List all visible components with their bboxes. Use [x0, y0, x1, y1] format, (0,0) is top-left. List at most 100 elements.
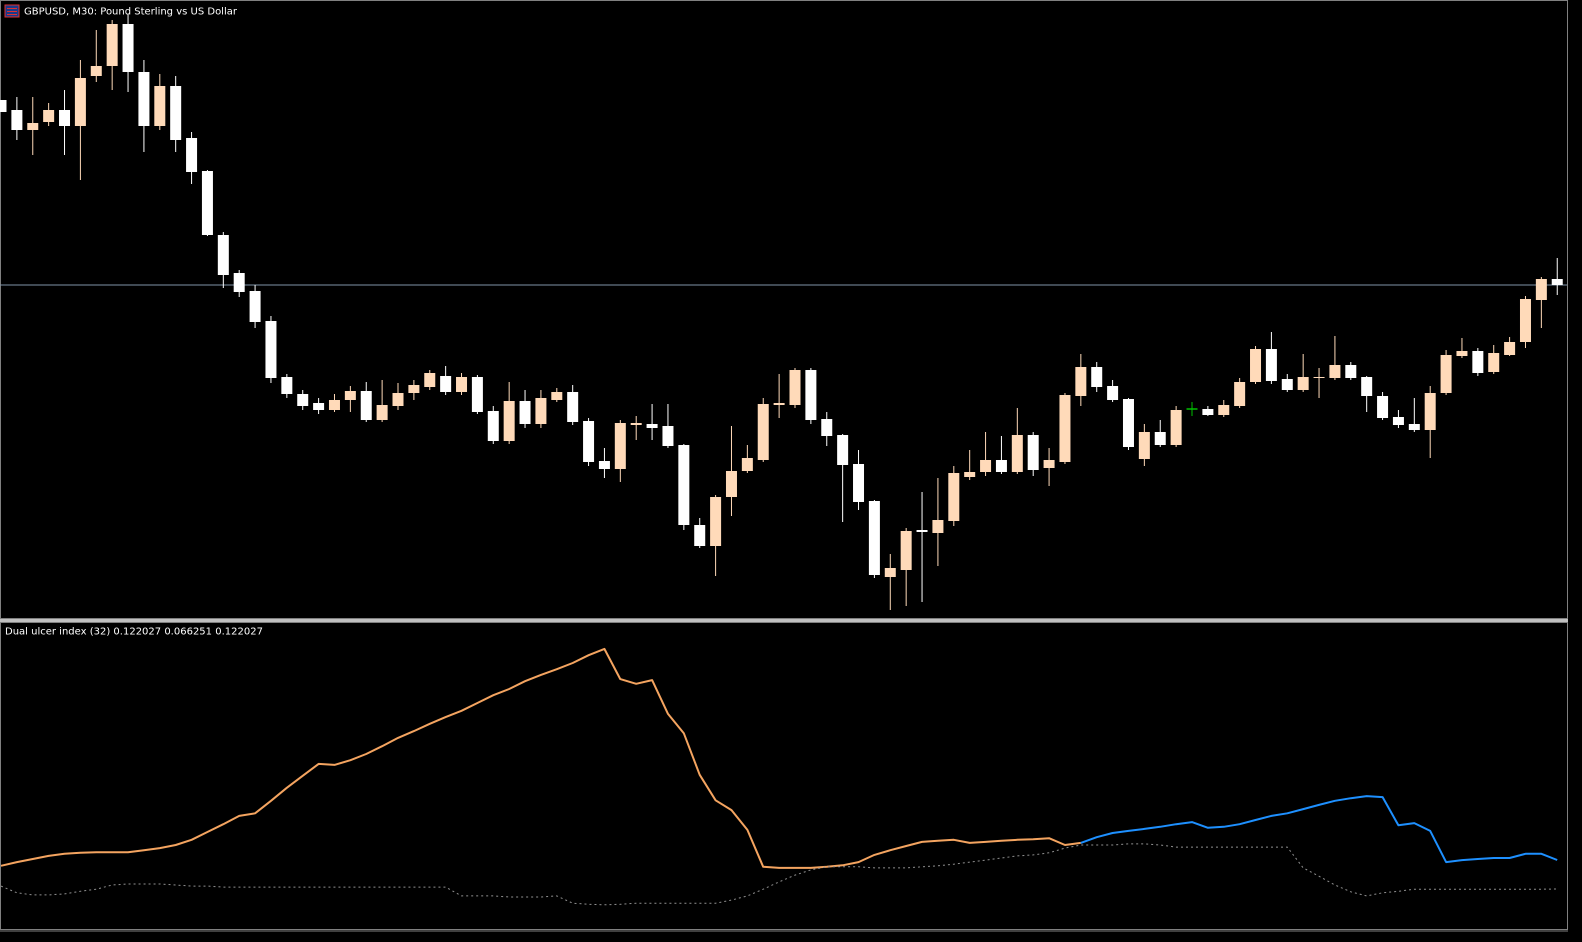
candle-body: [471, 377, 483, 412]
indicator-title: Dual ulcer index (32) 0.122027 0.066251 …: [5, 627, 263, 638]
candle-body: [1519, 299, 1531, 342]
candle-body: [551, 392, 563, 400]
candle-body: [313, 403, 325, 410]
candle-body: [598, 461, 610, 469]
candle-body: [948, 473, 960, 521]
candle-body: [900, 531, 912, 570]
candle-body: [265, 321, 277, 378]
candle-body: [805, 370, 817, 420]
candle-body: [1138, 432, 1150, 459]
candle-body: [773, 403, 785, 405]
candle-body: [122, 24, 134, 72]
candle-body: [1504, 342, 1516, 355]
candle-body: [1122, 399, 1134, 447]
candle-body: [694, 525, 706, 546]
candle-body: [916, 530, 928, 532]
candle-body: [1075, 367, 1087, 396]
candle-body: [59, 110, 71, 126]
candle-body: [503, 401, 515, 441]
indicator-line: [0, 647, 1081, 869]
candle-body: [868, 501, 880, 575]
candle-body: [757, 404, 769, 460]
candle-body: [1202, 409, 1214, 415]
candle-body: [821, 419, 833, 436]
price-pane-border: [0, 0, 1568, 619]
candle-body: [1027, 435, 1039, 470]
candle-body: [1535, 279, 1547, 300]
candle-body: [249, 291, 261, 322]
candle-body: [932, 520, 944, 533]
indicator-line: [1080, 795, 1558, 864]
candle-body: [853, 464, 865, 502]
candle-body: [201, 171, 213, 235]
candle-body: [980, 460, 992, 472]
candle-body: [1456, 351, 1468, 356]
candle-body: [170, 86, 182, 140]
candle-body: [154, 86, 166, 126]
candle-body: [1472, 351, 1484, 373]
candle-body: [1234, 382, 1246, 406]
candle-body: [424, 373, 436, 387]
candle-body: [0, 100, 7, 112]
pane-separator: [0, 619, 1568, 622]
candle-body: [90, 66, 102, 76]
candle-body: [1043, 460, 1055, 468]
candle-body: [567, 392, 579, 422]
candle-body: [11, 110, 23, 130]
candle-body: [1250, 349, 1262, 382]
candle-body: [630, 423, 642, 425]
candle-body: [741, 458, 753, 471]
candle-body: [328, 400, 340, 410]
candle-body: [583, 421, 595, 462]
candle-body: [519, 401, 531, 424]
candle-body: [1361, 377, 1373, 396]
candle-body: [646, 424, 658, 428]
candle-body: [217, 235, 229, 275]
candle-body: [1440, 355, 1452, 393]
symbol-icon: [4, 4, 20, 18]
candle-body: [535, 398, 547, 424]
candle-body: [678, 445, 690, 525]
candle-body: [376, 405, 388, 420]
candle-body: [1329, 365, 1341, 378]
candle-body: [837, 435, 849, 465]
candle-body: [1154, 432, 1166, 445]
candle-body: [1170, 410, 1182, 445]
candle-body: [789, 370, 801, 405]
candle-body: [710, 497, 722, 546]
candle-body: [995, 460, 1007, 472]
candle-body: [456, 377, 468, 392]
candle-body: [138, 72, 150, 126]
candle-body: [1377, 396, 1389, 418]
candle-body: [1265, 349, 1277, 381]
candle-body: [74, 78, 86, 126]
candle-body: [43, 110, 55, 122]
chart-title: GBPUSD, M30: Pound Sterling vs US Dollar: [24, 7, 238, 18]
candle-body: [1551, 279, 1563, 285]
candle-body: [392, 393, 404, 406]
candle-body: [1059, 395, 1071, 462]
candle-body: [186, 138, 198, 172]
indicator-pane-border: [0, 622, 1568, 930]
candle-body: [1392, 417, 1404, 425]
candle-body: [27, 123, 39, 130]
candle-body: [1424, 393, 1436, 430]
candle-body: [408, 385, 420, 393]
candle-body: [344, 391, 356, 400]
candle-body: [964, 472, 976, 477]
candle-body: [614, 423, 626, 469]
candle-body: [1345, 365, 1357, 378]
candle-body: [1281, 379, 1293, 390]
indicator-line: [0, 843, 1558, 906]
candle-body: [725, 471, 737, 497]
candle-body: [1011, 435, 1023, 472]
candle-body: [1218, 405, 1230, 415]
candle-body: [233, 273, 245, 292]
candle-body: [1297, 377, 1309, 390]
candle-body: [884, 568, 896, 577]
candle-body: [1408, 424, 1420, 430]
candle-body: [1091, 367, 1103, 387]
